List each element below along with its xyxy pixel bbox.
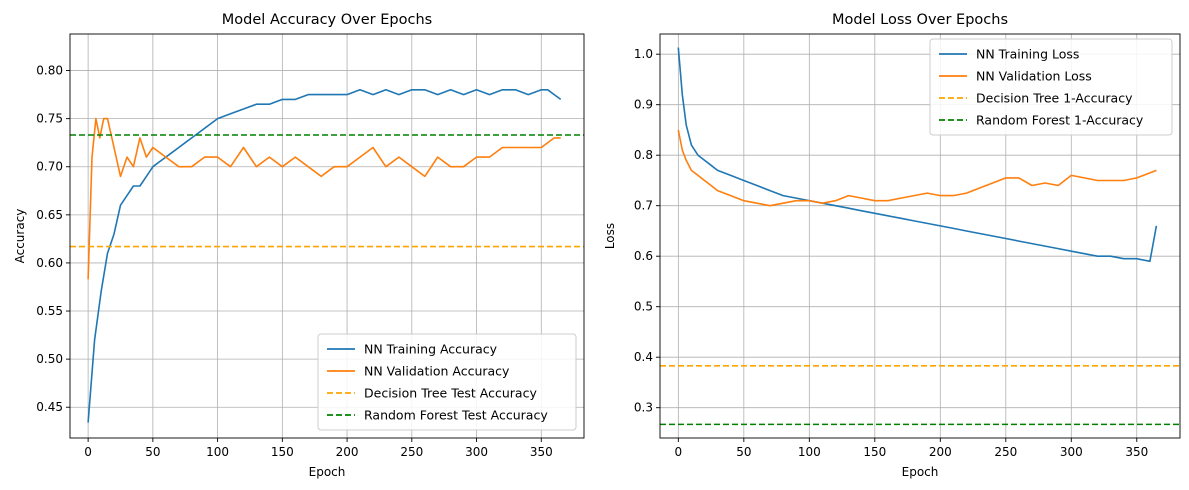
plot-frame [659, 33, 1181, 439]
x-tick-label: 50 [736, 445, 751, 459]
x-axis-label: Epoch [309, 465, 346, 479]
x-tick-label: 50 [145, 445, 160, 459]
y-tick-label: 0.4 [634, 350, 653, 364]
y-axis-label: Loss [603, 223, 617, 249]
series-group [660, 47, 1180, 426]
series-line-0 [87, 89, 562, 423]
x-tick-label: 350 [530, 445, 553, 459]
y-tick-label: 0.7 [634, 199, 653, 213]
legend: NN Training Loss NN Validation Loss Decisi… [929, 38, 1173, 136]
series-line-1 [87, 117, 561, 280]
y-tick-label: 0.60 [36, 256, 63, 270]
y-tick-label: 0.5 [634, 300, 653, 314]
x-tick-label: 250 [400, 445, 423, 459]
chart-title: Model Accuracy Over Epochs [222, 12, 432, 28]
legend-box [317, 333, 577, 431]
y-tick-label: 0.70 [36, 160, 63, 174]
loss-chart: 0 50 100 150 200 250 300 350 0.3 0.4 0.5 0.6 0.7 0.8 0… [603, 12, 1181, 479]
y-tick-label: 0.55 [36, 304, 63, 318]
legend-label: NN Validation Accuracy [364, 364, 510, 379]
accuracy-chart: 0 50 100 150 200 250 300 350 0.45 0.50 0.55 0.60 0.6… [13, 12, 585, 479]
x-tick-label: 150 [271, 445, 294, 459]
legend-label: Random Forest 1-Accuracy [976, 113, 1144, 128]
legend-label: Random Forest Test Accuracy [364, 408, 548, 423]
x-tick-label: 0 [84, 445, 92, 459]
legend-label: Decision Tree Test Accuracy [364, 386, 537, 401]
x-tick-label: 200 [336, 445, 359, 459]
chart-title: Model Loss Over Epochs [832, 12, 1008, 28]
legend-label: NN Training Accuracy [364, 342, 498, 357]
series-group [70, 89, 584, 423]
y-tick-label: 0.8 [634, 148, 653, 162]
x-tick-label: 300 [465, 445, 488, 459]
legend-label: Decision Tree 1-Accuracy [976, 91, 1133, 106]
y-tick-label: 1.0 [634, 47, 653, 61]
legend: NN Training Accuracy NN Validation Accura… [317, 333, 577, 431]
series-line-1 [677, 129, 1157, 207]
plot-frame [69, 33, 585, 439]
legend-label: NN Training Loss [976, 47, 1079, 62]
y-tick-label: 0.6 [634, 249, 653, 263]
legend-box [929, 38, 1173, 136]
x-tick-label: 200 [929, 445, 952, 459]
y-tick-label: 0.65 [36, 208, 63, 222]
y-tick-label: 0.80 [36, 64, 63, 78]
x-tick-label: 250 [994, 445, 1017, 459]
y-axis-label: Accuracy [13, 209, 27, 264]
x-tick-label: 100 [206, 445, 229, 459]
y-tick-label: 0.75 [36, 112, 63, 126]
y-tick-label: 0.3 [634, 401, 653, 415]
legend-label: NN Validation Loss [976, 69, 1092, 84]
x-axis-label: Epoch [902, 465, 939, 479]
x-tick-label: 300 [1060, 445, 1083, 459]
x-tick-label: 0 [675, 445, 683, 459]
y-tick-label: 0.9 [634, 98, 653, 112]
x-tick-label: 350 [1125, 445, 1148, 459]
y-tick-label: 0.50 [36, 352, 63, 366]
x-tick-label: 100 [798, 445, 821, 459]
y-tick-label: 0.45 [36, 400, 63, 414]
series-line-0 [677, 47, 1158, 263]
x-tick-label: 150 [863, 445, 886, 459]
